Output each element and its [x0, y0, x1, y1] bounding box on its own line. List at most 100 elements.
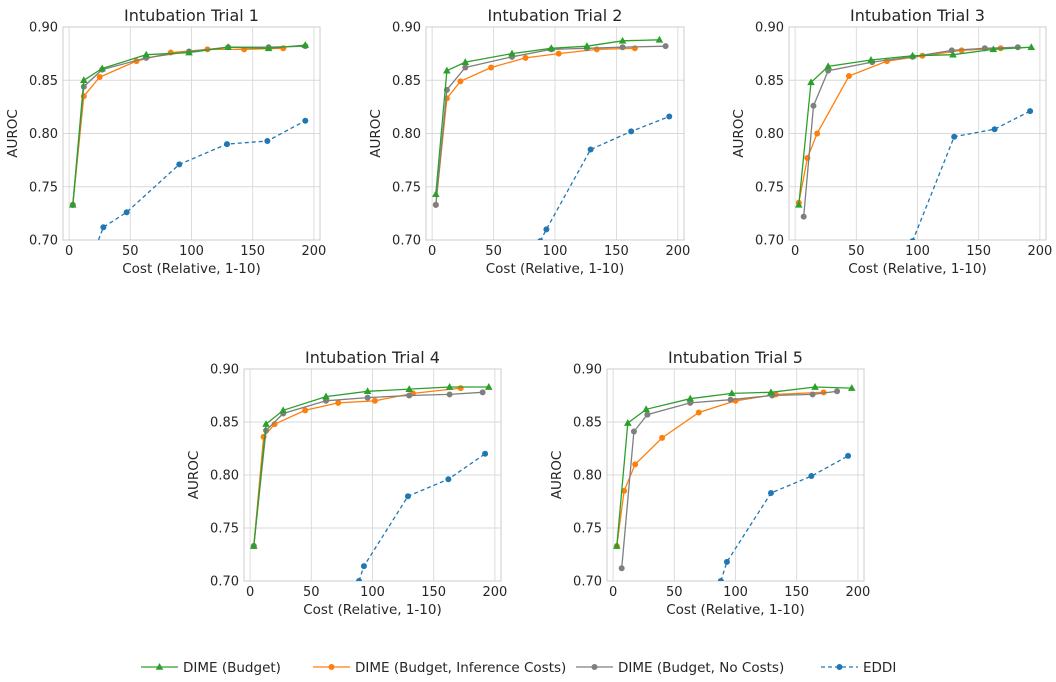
- data-point-dime-budget: [363, 387, 372, 395]
- x-tick-label: 150: [966, 244, 991, 259]
- data-point-eddi: [445, 476, 452, 483]
- data-point-dime-budget-no-costs: [834, 388, 841, 395]
- y-tick-label: 0.85: [573, 416, 602, 431]
- x-tick-label: 0: [65, 244, 73, 259]
- legend-item: DIME (Budget, Inference Costs): [313, 660, 566, 676]
- y-tick-label: 0.70: [29, 234, 58, 249]
- data-point-dime-budget-inference-costs: [371, 397, 378, 404]
- data-point-dime-budget: [811, 383, 819, 390]
- x-axis-label: Cost (Relative, 1-10): [122, 261, 261, 277]
- x-tick-label: 0: [246, 585, 254, 600]
- data-point-dime-budget: [989, 45, 998, 53]
- data-point-dime-budget: [264, 44, 273, 52]
- data-point-dime-budget-no-costs: [1014, 44, 1021, 51]
- x-tick-label: 100: [723, 585, 748, 600]
- data-point-dime-budget: [624, 419, 632, 426]
- legend-item: DIME (Budget, No Costs): [576, 660, 784, 676]
- data-point-eddi: [909, 238, 916, 240]
- plot-frame: [425, 26, 685, 241]
- data-point-dime-budget: [867, 56, 875, 63]
- x-tick-label: 50: [122, 244, 139, 259]
- y-tick-label: 0.70: [210, 575, 239, 590]
- data-point-dime-budget-inference-costs: [457, 78, 464, 85]
- data-point-eddi: [123, 209, 130, 216]
- data-point-dime-budget-inference-costs: [621, 487, 628, 494]
- series-group: [249, 383, 493, 581]
- x-tick-label: 150: [240, 244, 265, 259]
- data-point-dime-budget-no-costs: [479, 389, 486, 396]
- data-point-dime-budget-inference-costs: [457, 385, 464, 392]
- data-point-dime-budget: [908, 51, 917, 59]
- data-point-dime-budget-no-costs: [619, 44, 626, 51]
- y-tick-label: 0.90: [210, 363, 239, 378]
- y-tick-label: 0.90: [392, 21, 421, 36]
- x-axis-label: Cost (Relative, 1-10): [303, 602, 442, 618]
- y-axis-label: AUROC: [549, 451, 565, 500]
- series-line-dime-budget: [616, 386, 852, 547]
- data-point-dime-budget: [547, 44, 556, 52]
- data-point-eddi: [360, 563, 367, 570]
- x-tick-label: 50: [666, 585, 683, 600]
- y-tick-label: 0.90: [755, 21, 784, 36]
- data-point-eddi: [951, 133, 958, 140]
- data-point-dime-budget-no-costs: [800, 213, 807, 220]
- y-axis-label: AUROC: [731, 109, 747, 158]
- data-point-dime-budget: [949, 50, 957, 58]
- series-line-dime-budget: [253, 386, 489, 547]
- series-line-eddi: [358, 453, 486, 581]
- x-tick-label: 50: [303, 585, 320, 600]
- data-point-dime-budget-inference-costs: [845, 72, 852, 79]
- data-point-dime-budget: [279, 406, 287, 414]
- data-point-eddi: [543, 226, 550, 233]
- x-tick-label: 200: [482, 585, 507, 600]
- data-point-eddi: [356, 578, 363, 581]
- figure: 0 50 100 150 200 0.70 0.75 0.80 0.85 0.90 Cost (Re…: [5, 6, 1052, 618]
- x-axis-label: Cost (Relative, 1-10): [848, 261, 987, 277]
- subplot-3: 0 50 100 150 200 0.70 0.75 0.80 0.85 0.90 Cost (Re…: [731, 6, 1052, 277]
- legend-label: EDDI: [863, 660, 896, 676]
- series-line-dime-budget-no-costs: [803, 46, 1018, 217]
- y-tick-label: 0.85: [210, 416, 239, 431]
- data-point-eddi: [723, 558, 730, 565]
- y-tick-label: 0.80: [755, 127, 784, 142]
- plot-frame: [606, 368, 865, 582]
- series-line-dime-budget-inference-costs: [72, 47, 284, 205]
- data-point-dime-budget: [249, 542, 258, 549]
- data-point-eddi: [264, 137, 271, 144]
- x-tick-label: 50: [485, 244, 502, 259]
- data-point-dime-budget-no-costs: [662, 43, 669, 50]
- data-point-dime-budget: [824, 62, 832, 70]
- y-tick-label: 0.85: [29, 74, 58, 89]
- data-point-dime-budget: [68, 200, 77, 208]
- x-tick-label: 0: [609, 585, 617, 600]
- data-point-eddi: [991, 126, 998, 133]
- data-point-dime-budget: [405, 385, 414, 392]
- data-point-eddi: [845, 452, 852, 459]
- data-point-dime-budget: [301, 41, 310, 48]
- series-line-eddi: [97, 120, 306, 240]
- legend-item: DIME (Budget): [141, 660, 281, 676]
- data-point-dime-budget: [484, 383, 493, 390]
- data-point-dime-budget-inference-costs: [631, 45, 638, 52]
- data-point-dime-budget: [794, 200, 803, 208]
- chart-title: Intubation Trial 4: [305, 348, 440, 367]
- series-line-eddi: [540, 115, 670, 240]
- x-tick-label: 100: [179, 244, 204, 259]
- plot-frame: [243, 368, 502, 582]
- data-point-eddi: [537, 238, 544, 240]
- y-tick-label: 0.85: [392, 74, 421, 89]
- series-group: [612, 383, 856, 581]
- legend-label: DIME (Budget, Inference Costs): [355, 660, 566, 676]
- data-point-dime-budget: [655, 35, 664, 43]
- data-point-dime-budget-inference-costs: [335, 399, 342, 406]
- series-line-dime-budget: [72, 44, 306, 205]
- data-point-dime-budget-inference-costs: [695, 409, 702, 416]
- data-point-dime-budget: [807, 78, 815, 86]
- chart-title: Intubation Trial 1: [124, 6, 259, 25]
- series-group: [794, 43, 1036, 240]
- data-point-eddi: [767, 490, 774, 497]
- chart-title: Intubation Trial 2: [488, 6, 623, 25]
- subplot-1: 0 50 100 150 200 0.70 0.75 0.80 0.85 0.90 Cost (Re…: [5, 6, 326, 277]
- data-point-dime-budget: [461, 58, 470, 65]
- data-point-dime-budget-no-costs: [432, 201, 439, 208]
